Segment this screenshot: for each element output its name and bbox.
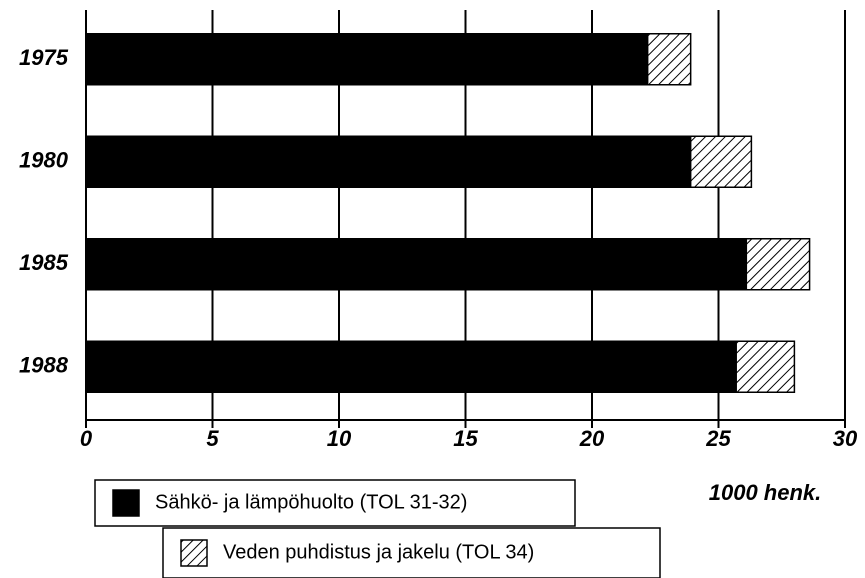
y-tick-label: 1988 [19,353,69,378]
legend-swatch [180,539,208,567]
bar-segment [85,33,649,86]
bar-segment [646,33,692,86]
x-tick-label: 15 [453,426,478,451]
y-tick-label: 1980 [19,148,69,173]
x-tick-label: 5 [206,426,219,451]
bar-segment [85,340,737,393]
legend-label: Sähkö- ja lämpöhuolto (TOL 31-32) [155,491,467,513]
x-axis-label: 1000 henk. [709,480,822,505]
y-tick-label: 1985 [19,250,69,275]
x-tick-label: 20 [579,426,605,451]
bar-segment [85,135,692,188]
x-tick-label: 10 [327,426,352,451]
x-tick-label: 30 [833,426,858,451]
y-tick-label: 1975 [19,45,69,70]
bar-segment [689,135,753,188]
x-tick-label: 25 [705,426,731,451]
legend-box [162,527,661,578]
x-tick-label: 0 [80,426,93,451]
legend-box [94,479,576,527]
legend-label: Veden puhdistus ja jakelu (TOL 34) [223,541,534,563]
bar-segment [745,238,811,291]
bar-segment [85,238,748,291]
bar-segment [735,340,796,393]
legend-swatch [112,489,140,517]
